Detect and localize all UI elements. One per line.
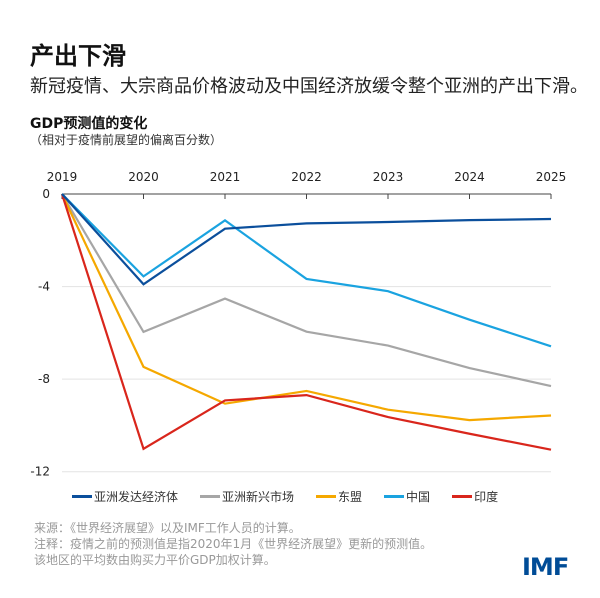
legend-swatch — [316, 495, 337, 498]
series-line-3 — [61, 193, 552, 348]
legend-item: 亚洲发达经济体 — [72, 488, 178, 505]
series-line-0 — [61, 193, 552, 286]
legend-item: 亚洲新兴市场 — [200, 488, 294, 505]
note-source: 来源：《世界经济展望》以及IMF工作人员的计算。 — [34, 521, 301, 535]
legend-swatch — [200, 495, 221, 498]
x-tick-label: 2021 — [210, 170, 241, 184]
chart-title: GDP预测值的变化 — [30, 116, 148, 132]
x-tick-label: 2022 — [291, 170, 322, 184]
x-tick-label: 2024 — [454, 170, 485, 184]
legend-swatch — [384, 495, 405, 498]
legend-label: 亚洲新兴市场 — [222, 490, 295, 504]
legend-label: 东盟 — [338, 490, 363, 504]
legend-swatch — [72, 495, 92, 498]
y-tick-label: -12 — [30, 465, 50, 479]
page-subtitle: 新冠疫情、大宗商品价格波动及中国经济放缓令整个亚洲的产出下滑。 — [30, 76, 588, 97]
x-tick-label: 2025 — [536, 170, 567, 184]
y-tick-label: -4 — [38, 280, 50, 294]
note-comment: 注释：疫情之前的预测值是指2020年1月《世界经济展望》更新的预测值。 — [34, 537, 433, 551]
page-title: 产出下滑 — [30, 42, 126, 70]
x-tick-label: 2019 — [47, 170, 78, 184]
y-tick-label: 0 — [42, 187, 50, 201]
legend-item: 中国 — [384, 488, 430, 505]
legend-label: 印度 — [474, 490, 499, 504]
series-line-2 — [61, 193, 552, 422]
notes: 来源：《世界经济展望》以及IMF工作人员的计算。 注释：疫情之前的预测值是指20… — [34, 520, 432, 568]
chart-subtitle: （相对于疫情前展望的偏离百分数） — [30, 133, 223, 147]
legend-swatch — [452, 495, 473, 498]
x-tick-label: 2020 — [128, 170, 159, 184]
imf-logo: IMF — [522, 553, 569, 581]
note-method: 该地区的平均数由购买力平价GDP加权计算。 — [34, 553, 276, 567]
y-tick-label: -8 — [38, 372, 50, 386]
legend-item: 东盟 — [316, 488, 362, 505]
legend-label: 亚洲发达经济体 — [94, 490, 179, 504]
legend-label: 中国 — [406, 490, 431, 504]
legend-item: 印度 — [452, 488, 498, 505]
legend: 亚洲发达经济体 亚洲新兴市场 东盟 中国 印度 — [72, 488, 498, 505]
x-tick-label: 2023 — [373, 170, 404, 184]
